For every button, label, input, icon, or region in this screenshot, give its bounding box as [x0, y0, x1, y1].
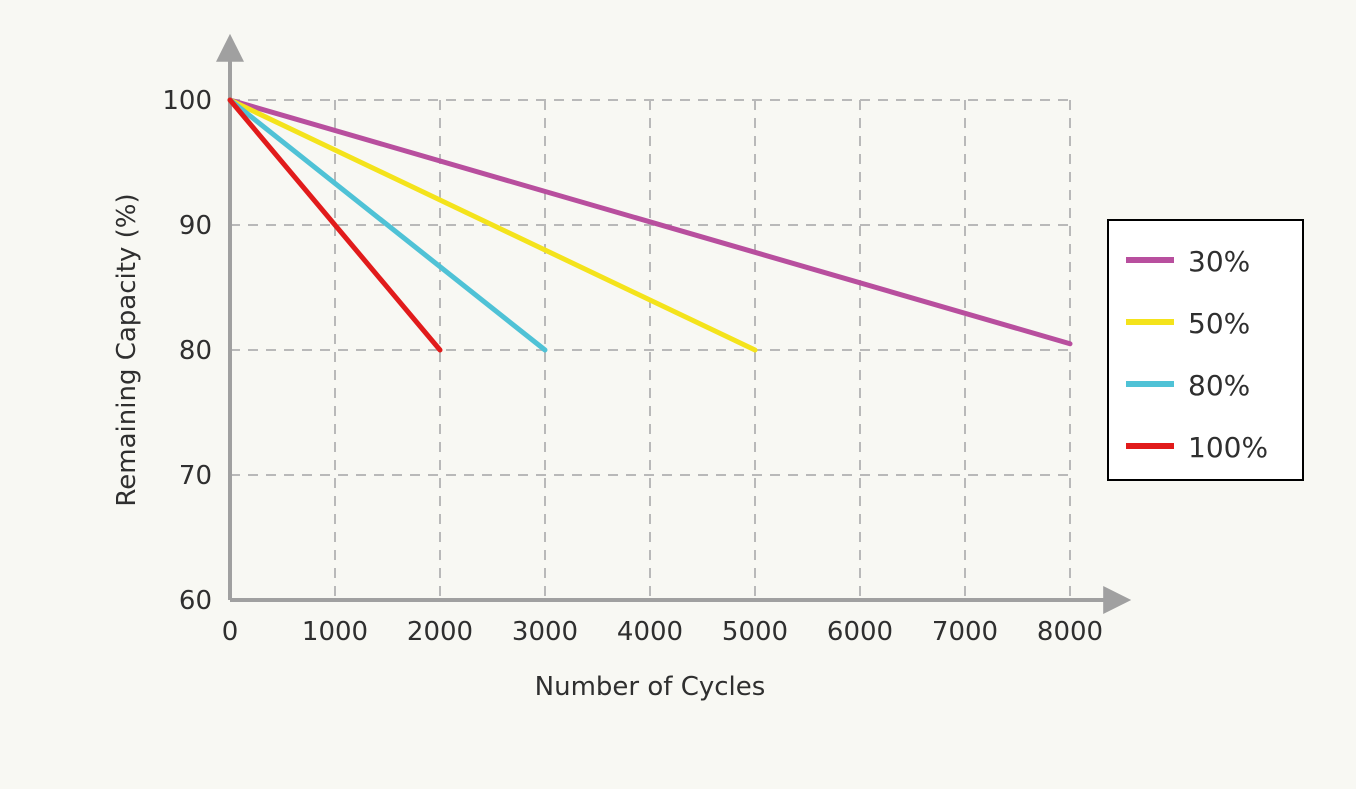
legend-swatch: [1126, 319, 1174, 325]
y-tick-label: 60: [179, 586, 212, 616]
y-tick-label: 80: [179, 336, 212, 366]
legend-swatch: [1126, 443, 1174, 449]
legend-label: 30%: [1188, 245, 1250, 278]
legend-swatch: [1126, 257, 1174, 263]
x-tick-label: 8000: [1037, 617, 1103, 647]
y-axis-label: Remaining Capacity (%): [112, 193, 142, 506]
x-tick-label: 7000: [932, 617, 998, 647]
capacity-vs-cycles-chart: 0 1000 2000 3000 4000 5000 6000 7000 8000 60 70 80 9…: [0, 0, 1356, 789]
x-tick-label: 5000: [722, 617, 788, 647]
chart-svg: 0 1000 2000 3000 4000 5000 6000 7000 8000 60 70 80 9…: [0, 0, 1356, 789]
legend-label: 80%: [1188, 369, 1250, 402]
y-tick-label: 100: [162, 86, 212, 116]
legend-swatch: [1126, 381, 1174, 387]
legend-label: 50%: [1188, 307, 1250, 340]
x-tick-label: 6000: [827, 617, 893, 647]
x-tick-label: 0: [222, 617, 239, 647]
x-axis-label: Number of Cycles: [535, 672, 766, 702]
x-tick-label: 3000: [512, 617, 578, 647]
x-tick-label: 2000: [407, 617, 473, 647]
y-tick-label: 90: [179, 211, 212, 241]
x-tick-label: 1000: [302, 617, 368, 647]
legend-label: 100%: [1188, 431, 1268, 464]
y-tick-label: 70: [179, 461, 212, 491]
x-tick-label: 4000: [617, 617, 683, 647]
